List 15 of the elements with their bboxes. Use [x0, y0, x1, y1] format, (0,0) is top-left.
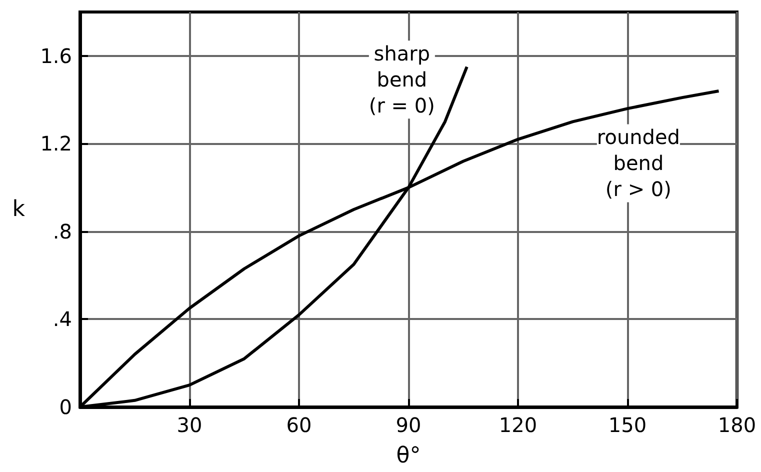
x-axis-title: θ°	[396, 444, 421, 468]
x-tick-label: 180	[718, 413, 756, 437]
y-tick-label: 1.6	[40, 44, 72, 68]
x-tick-label: 150	[608, 413, 647, 437]
y-tick-label: .4	[52, 307, 72, 332]
y-tick-label: 1.2	[40, 132, 72, 156]
annotation: rounded bend (r > 0)	[596, 125, 680, 202]
x-tick-label: 30	[176, 413, 202, 437]
x-tick-label: 120	[498, 413, 538, 437]
y-tick-label: 0	[59, 395, 72, 419]
x-tick-label: 90	[396, 413, 422, 437]
y-axis-title: k	[12, 197, 26, 222]
annotation: sharp bend (r = 0)	[368, 42, 435, 118]
x-tick-label: 60	[286, 413, 312, 437]
y-tick-label: .8	[52, 219, 72, 244]
